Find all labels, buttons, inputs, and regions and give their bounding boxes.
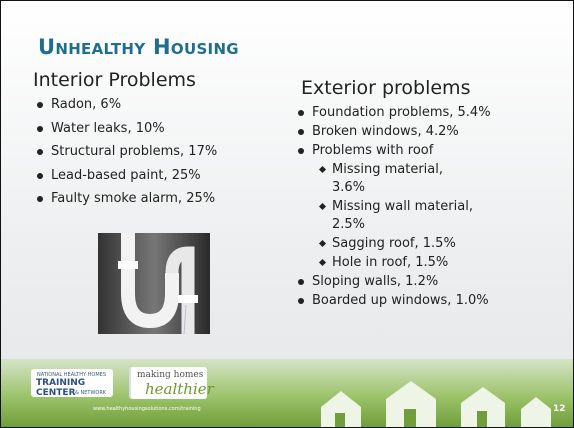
houses bbox=[301, 369, 551, 427]
sub-item: Missing wall material, 2.5% bbox=[332, 198, 477, 234]
bullet-item: Water leaks, 10% bbox=[51, 120, 217, 138]
pipe-photo bbox=[98, 233, 210, 334]
footer-band: NATIONAL HEALTHY HOMES TRAINING CENTER &… bbox=[1, 359, 573, 427]
bullet-list: Foundation problems, 5.4%Broken windows,… bbox=[312, 104, 491, 311]
sub-item: Sagging roof, 1.5% bbox=[332, 235, 477, 253]
bullet-item: Radon, 6% bbox=[51, 96, 217, 114]
bullet-item: Lead-based paint, 25% bbox=[51, 167, 217, 185]
sub-item: Missing material, 3.6% bbox=[332, 161, 477, 197]
bullet-item: Sloping walls, 1.2% bbox=[312, 273, 491, 291]
slide: Unhealthy Housing Interior Problems Rado… bbox=[0, 0, 574, 428]
column-heading: Exterior problems bbox=[301, 77, 470, 99]
footer-url: www.healthyhousingsolutions.com/training bbox=[93, 406, 201, 412]
bullet-item: Faulty smoke alarm, 25% bbox=[51, 190, 217, 208]
tagline: making homes bbox=[137, 370, 203, 380]
bullet-item: Boarded up windows, 1.0% bbox=[312, 292, 491, 310]
bullet-item: Foundation problems, 5.4% bbox=[312, 104, 491, 122]
tagline: healthier bbox=[145, 380, 214, 398]
bullet-item: Structural problems, 17% bbox=[51, 143, 217, 161]
slide-title: Unhealthy Housing bbox=[38, 35, 239, 59]
logo: NATIONAL HEALTHY HOMES TRAINING CENTER &… bbox=[31, 369, 113, 397]
sub-item: Hole in roof, 1.5% bbox=[332, 254, 477, 272]
bullet-item: Broken windows, 4.2% bbox=[312, 123, 491, 141]
logo-text: & NETWORK bbox=[75, 390, 106, 396]
tagline-box: making homes healthier bbox=[129, 367, 207, 399]
bullet-list: Radon, 6% Water leaks, 10% Structural prob… bbox=[51, 96, 217, 214]
column-heading: Interior Problems bbox=[33, 69, 196, 91]
page-number: 12 bbox=[553, 404, 566, 414]
bullet-item: Problems with roof bbox=[312, 142, 491, 160]
sub-list: Missing material, 3.6%Missing wall mater… bbox=[332, 161, 491, 272]
